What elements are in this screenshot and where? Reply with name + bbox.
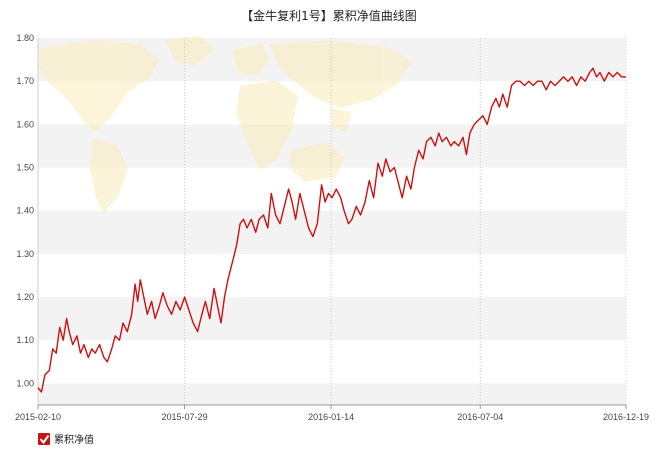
- x-axis-ticks: 2015-02-10 2015-07-29 2016-01-14 2016-07-04…: [15, 405, 649, 422]
- y-tick-label: 1.30: [16, 249, 34, 259]
- map-landmass: [270, 40, 412, 108]
- map-landmass: [165, 36, 215, 66]
- map-landmass: [90, 138, 128, 214]
- x-tick-label: 2016-12-19: [603, 412, 649, 422]
- checkmark-icon: [39, 434, 50, 445]
- axes: [37, 38, 627, 406]
- map-landmass: [232, 44, 270, 76]
- chart-title: 【金牛复利1号】累积净值曲线图: [241, 8, 417, 23]
- legend-label[interactable]: 累积净值: [54, 433, 94, 446]
- x-tick-label: 2015-07-29: [162, 412, 208, 422]
- x-tick-label: 2015-02-10: [15, 412, 61, 422]
- vertical-gridlines: [184, 38, 481, 405]
- grid-band: [38, 210, 626, 254]
- y-axis-ticks: 1.00 1.10 1.20 1.30 1.40 1.50 1.60 1.70 1.80: [16, 33, 34, 388]
- x-tick-label: 2016-01-14: [308, 412, 354, 422]
- grid-band: [38, 297, 626, 341]
- y-tick-label: 1.40: [16, 206, 34, 216]
- y-tick-label: 1.10: [16, 335, 34, 345]
- map-landmass: [236, 80, 298, 170]
- y-tick-label: 1.70: [16, 76, 34, 86]
- map-landmass: [290, 142, 344, 182]
- x-tick-label: 2016-07-04: [457, 412, 503, 422]
- map-landmass: [330, 108, 352, 132]
- series-line: [37, 67, 626, 393]
- world-map-watermark: [38, 36, 412, 214]
- map-landmass: [38, 40, 160, 132]
- y-tick-label: 1.00: [16, 378, 34, 388]
- legend[interactable]: 累积净值: [38, 433, 94, 446]
- y-tick-label: 1.80: [16, 33, 34, 43]
- y-tick-label: 1.20: [16, 292, 34, 302]
- y-tick-label: 1.60: [16, 119, 34, 129]
- series-layer: [37, 67, 626, 393]
- y-tick-label: 1.50: [16, 163, 34, 173]
- grid-band: [38, 383, 626, 405]
